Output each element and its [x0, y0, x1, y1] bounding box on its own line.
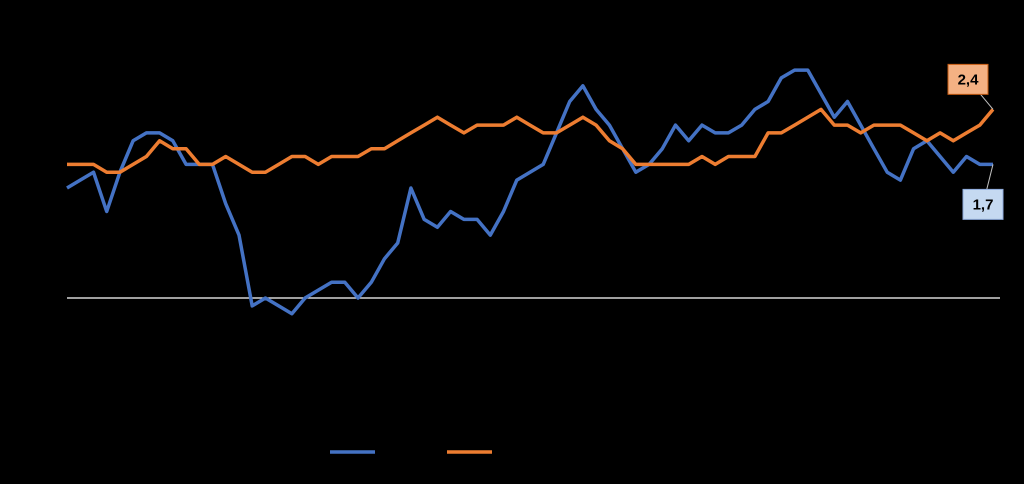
series-line	[67, 107, 995, 174]
series-line	[66, 68, 993, 316]
data-label: 2,4	[958, 71, 980, 88]
data-label: 1,7	[973, 196, 994, 213]
label-box	[962, 188, 1004, 220]
label-box	[947, 63, 989, 95]
